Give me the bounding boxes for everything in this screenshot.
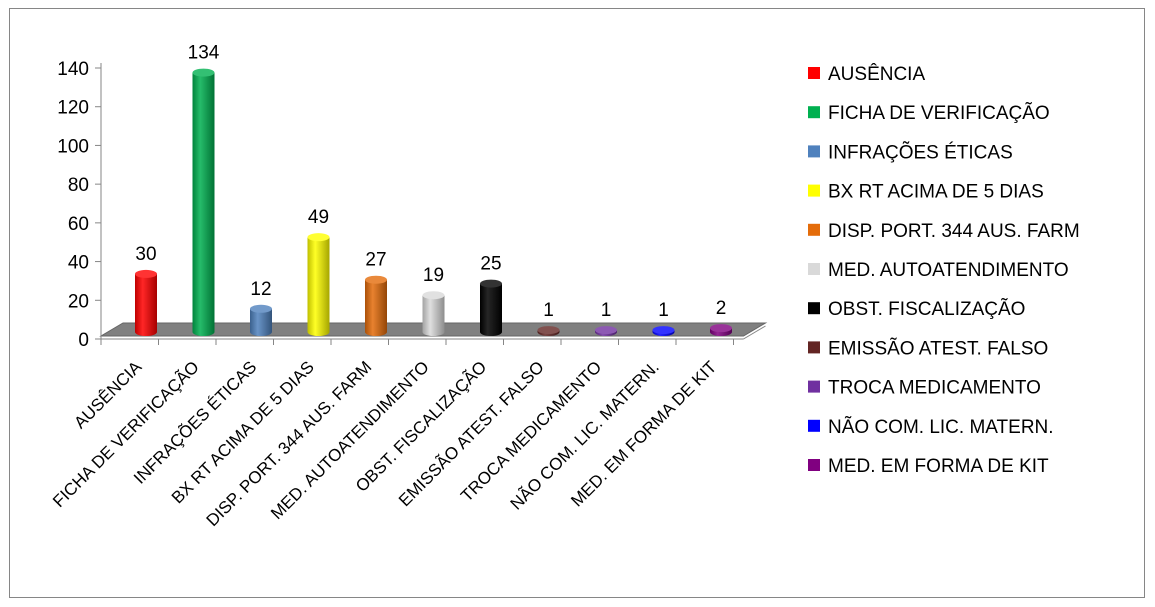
data-label: 2 [716, 298, 727, 319]
legend-entry: EMISSÃO ATEST. FALSO [828, 337, 1048, 359]
legend-swatch [808, 380, 820, 393]
bar-top [480, 279, 502, 288]
data-label: 134 [188, 43, 220, 64]
legend-entry: NÃO COM. LIC. MATERN. [828, 416, 1054, 438]
legend-entry: FICHA DE VERIFICAÇÃO [828, 102, 1050, 124]
legend-swatch [808, 184, 820, 197]
data-label: 1 [601, 300, 612, 321]
chart-plot: 0 20 40 60 80 100 120 140 30 AUSÊNCIA 134 FICHA DE… [49, 43, 1080, 530]
bar-body [307, 237, 330, 336]
legend-swatch [808, 459, 820, 471]
y-tick-label: 100 [57, 136, 89, 157]
y-tick-label: 0 [78, 330, 89, 351]
bar-top [710, 324, 732, 333]
bar-1 [135, 269, 157, 336]
bar-5 [365, 275, 387, 336]
bar-top [537, 326, 560, 335]
y-tick-label: 40 [68, 253, 89, 274]
data-label: 1 [543, 300, 554, 321]
legend-entry: BX RT ACIMA DE 5 DIAS [828, 182, 1044, 203]
data-label: 19 [423, 265, 444, 286]
legend-entry: INFRAÇÕES ÉTICAS [828, 141, 1013, 163]
bar-body [250, 308, 272, 336]
legend-swatch [808, 341, 820, 354]
bar-3 [250, 304, 272, 336]
data-label: 27 [365, 250, 386, 271]
y-tick-label: 20 [68, 291, 89, 312]
bar-body [365, 279, 387, 336]
bar-6 [422, 291, 445, 336]
data-label: 30 [135, 244, 156, 265]
data-label: 12 [250, 279, 271, 300]
legend-swatch [808, 263, 820, 275]
bar-top [422, 291, 445, 300]
legend-swatch [808, 223, 820, 236]
legend-swatch [808, 419, 820, 432]
chart-frame: 0 20 40 60 80 100 120 140 30 AUSÊNCIA 134 FICHA DE… [9, 8, 1145, 598]
legend-swatch [808, 106, 820, 119]
bar-body [480, 283, 502, 336]
bar-top [135, 269, 157, 278]
bar-10 [652, 326, 675, 336]
bar-top [307, 233, 330, 242]
legend-entry: DISP. PORT. 344 AUS. FARM [828, 221, 1080, 242]
bar-body [135, 273, 157, 336]
y-tick-label: 120 [57, 98, 89, 119]
y-tick-label: 80 [68, 175, 89, 196]
legend-entry: MED. AUTOATENDIMENTO [828, 260, 1069, 281]
bar-top [595, 326, 617, 335]
bar-9 [595, 326, 617, 336]
bar-body [192, 72, 215, 336]
data-label: 49 [308, 207, 329, 228]
legend-entry: MED. EM FORMA DE KIT [828, 456, 1049, 477]
legend-swatch [808, 67, 820, 79]
legend-entry: TROCA MEDICAMENTO [828, 378, 1041, 399]
data-label: 25 [480, 254, 501, 275]
y-tick-label: 140 [57, 59, 89, 80]
x-axis-depth-edge [743, 325, 766, 340]
bar-body [422, 295, 445, 336]
y-tick-label: 60 [68, 214, 89, 235]
legend-swatch [808, 302, 820, 315]
bar-top [192, 68, 215, 77]
bar-4 [307, 233, 330, 336]
legend-entry: OBST. FISCALIZAÇÃO [828, 298, 1025, 320]
bar-8 [537, 326, 560, 336]
bar-top [652, 326, 675, 335]
data-label: 1 [658, 300, 669, 321]
bar-top [250, 304, 272, 313]
bar-11 [710, 324, 732, 336]
legend-swatch [808, 145, 820, 158]
bar-top [365, 275, 387, 284]
legend-entry: AUSÊNCIA [828, 63, 925, 85]
bar-7 [480, 279, 502, 336]
bar-2 [192, 68, 215, 336]
